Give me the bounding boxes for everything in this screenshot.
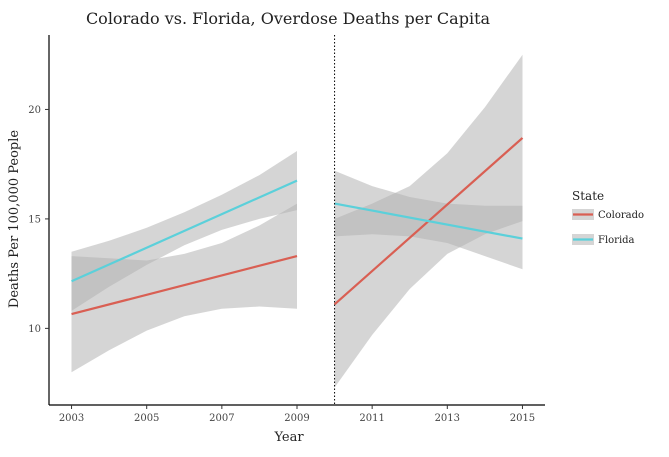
- x-axis-ticks: 2003 2005 2007 2009 2011 2013 2015: [59, 405, 535, 424]
- chart-title: Colorado vs. Florida, Overdose Deaths pe…: [86, 9, 491, 28]
- y-tick-label: 20: [28, 105, 41, 116]
- confidence-bands: [71, 54, 523, 388]
- y-axis-ticks: 10 15 20: [28, 105, 49, 335]
- series-line-florida-post: [334, 202, 523, 240]
- ci-band-colorado-pre: [71, 203, 297, 373]
- series-line-colorado-pre: [71, 255, 298, 316]
- legend-title: State: [572, 189, 604, 203]
- series-line-florida-pre: [71, 179, 298, 283]
- x-tick-label: 2009: [284, 413, 309, 424]
- y-axis-label: Deaths Per 100,000 People: [7, 130, 22, 309]
- legend-items: Colorado Florida: [572, 209, 644, 246]
- x-tick-label: 2007: [209, 413, 234, 424]
- x-tick-label: 2013: [435, 413, 460, 424]
- x-tick-label: 2015: [510, 413, 535, 424]
- x-tick-label: 2005: [134, 413, 159, 424]
- x-tick-label: 2003: [59, 413, 84, 424]
- legend-label-florida: Florida: [598, 235, 635, 246]
- x-axis-label: Year: [273, 430, 304, 445]
- y-tick-label: 15: [28, 214, 41, 225]
- x-tick-label: 2011: [359, 413, 384, 424]
- legend: State Colorado Florida: [572, 189, 644, 246]
- legend-label-colorado: Colorado: [598, 210, 644, 221]
- y-tick-label: 10: [28, 324, 41, 335]
- trend-lines: [71, 137, 524, 316]
